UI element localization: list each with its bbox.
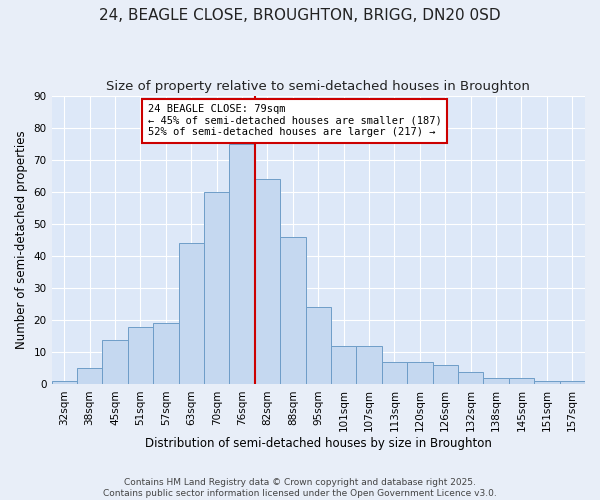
Bar <box>153 324 179 384</box>
Title: Size of property relative to semi-detached houses in Broughton: Size of property relative to semi-detach… <box>106 80 530 93</box>
Bar <box>484 378 509 384</box>
Bar <box>534 381 560 384</box>
Bar <box>179 243 204 384</box>
Bar <box>356 346 382 385</box>
Bar <box>458 372 484 384</box>
Bar <box>433 365 458 384</box>
Text: 24, BEAGLE CLOSE, BROUGHTON, BRIGG, DN20 0SD: 24, BEAGLE CLOSE, BROUGHTON, BRIGG, DN20… <box>99 8 501 22</box>
Bar <box>77 368 103 384</box>
Bar <box>331 346 356 385</box>
Text: 24 BEAGLE CLOSE: 79sqm
← 45% of semi-detached houses are smaller (187)
52% of se: 24 BEAGLE CLOSE: 79sqm ← 45% of semi-det… <box>148 104 442 138</box>
Bar <box>204 192 229 384</box>
X-axis label: Distribution of semi-detached houses by size in Broughton: Distribution of semi-detached houses by … <box>145 437 492 450</box>
Text: Contains HM Land Registry data © Crown copyright and database right 2025.
Contai: Contains HM Land Registry data © Crown c… <box>103 478 497 498</box>
Bar <box>52 381 77 384</box>
Bar <box>229 144 255 384</box>
Bar <box>103 340 128 384</box>
Bar <box>128 326 153 384</box>
Bar <box>509 378 534 384</box>
Bar <box>407 362 433 384</box>
Bar <box>255 179 280 384</box>
Y-axis label: Number of semi-detached properties: Number of semi-detached properties <box>15 130 28 350</box>
Bar <box>382 362 407 384</box>
Bar <box>280 237 305 384</box>
Bar <box>305 308 331 384</box>
Bar <box>560 381 585 384</box>
